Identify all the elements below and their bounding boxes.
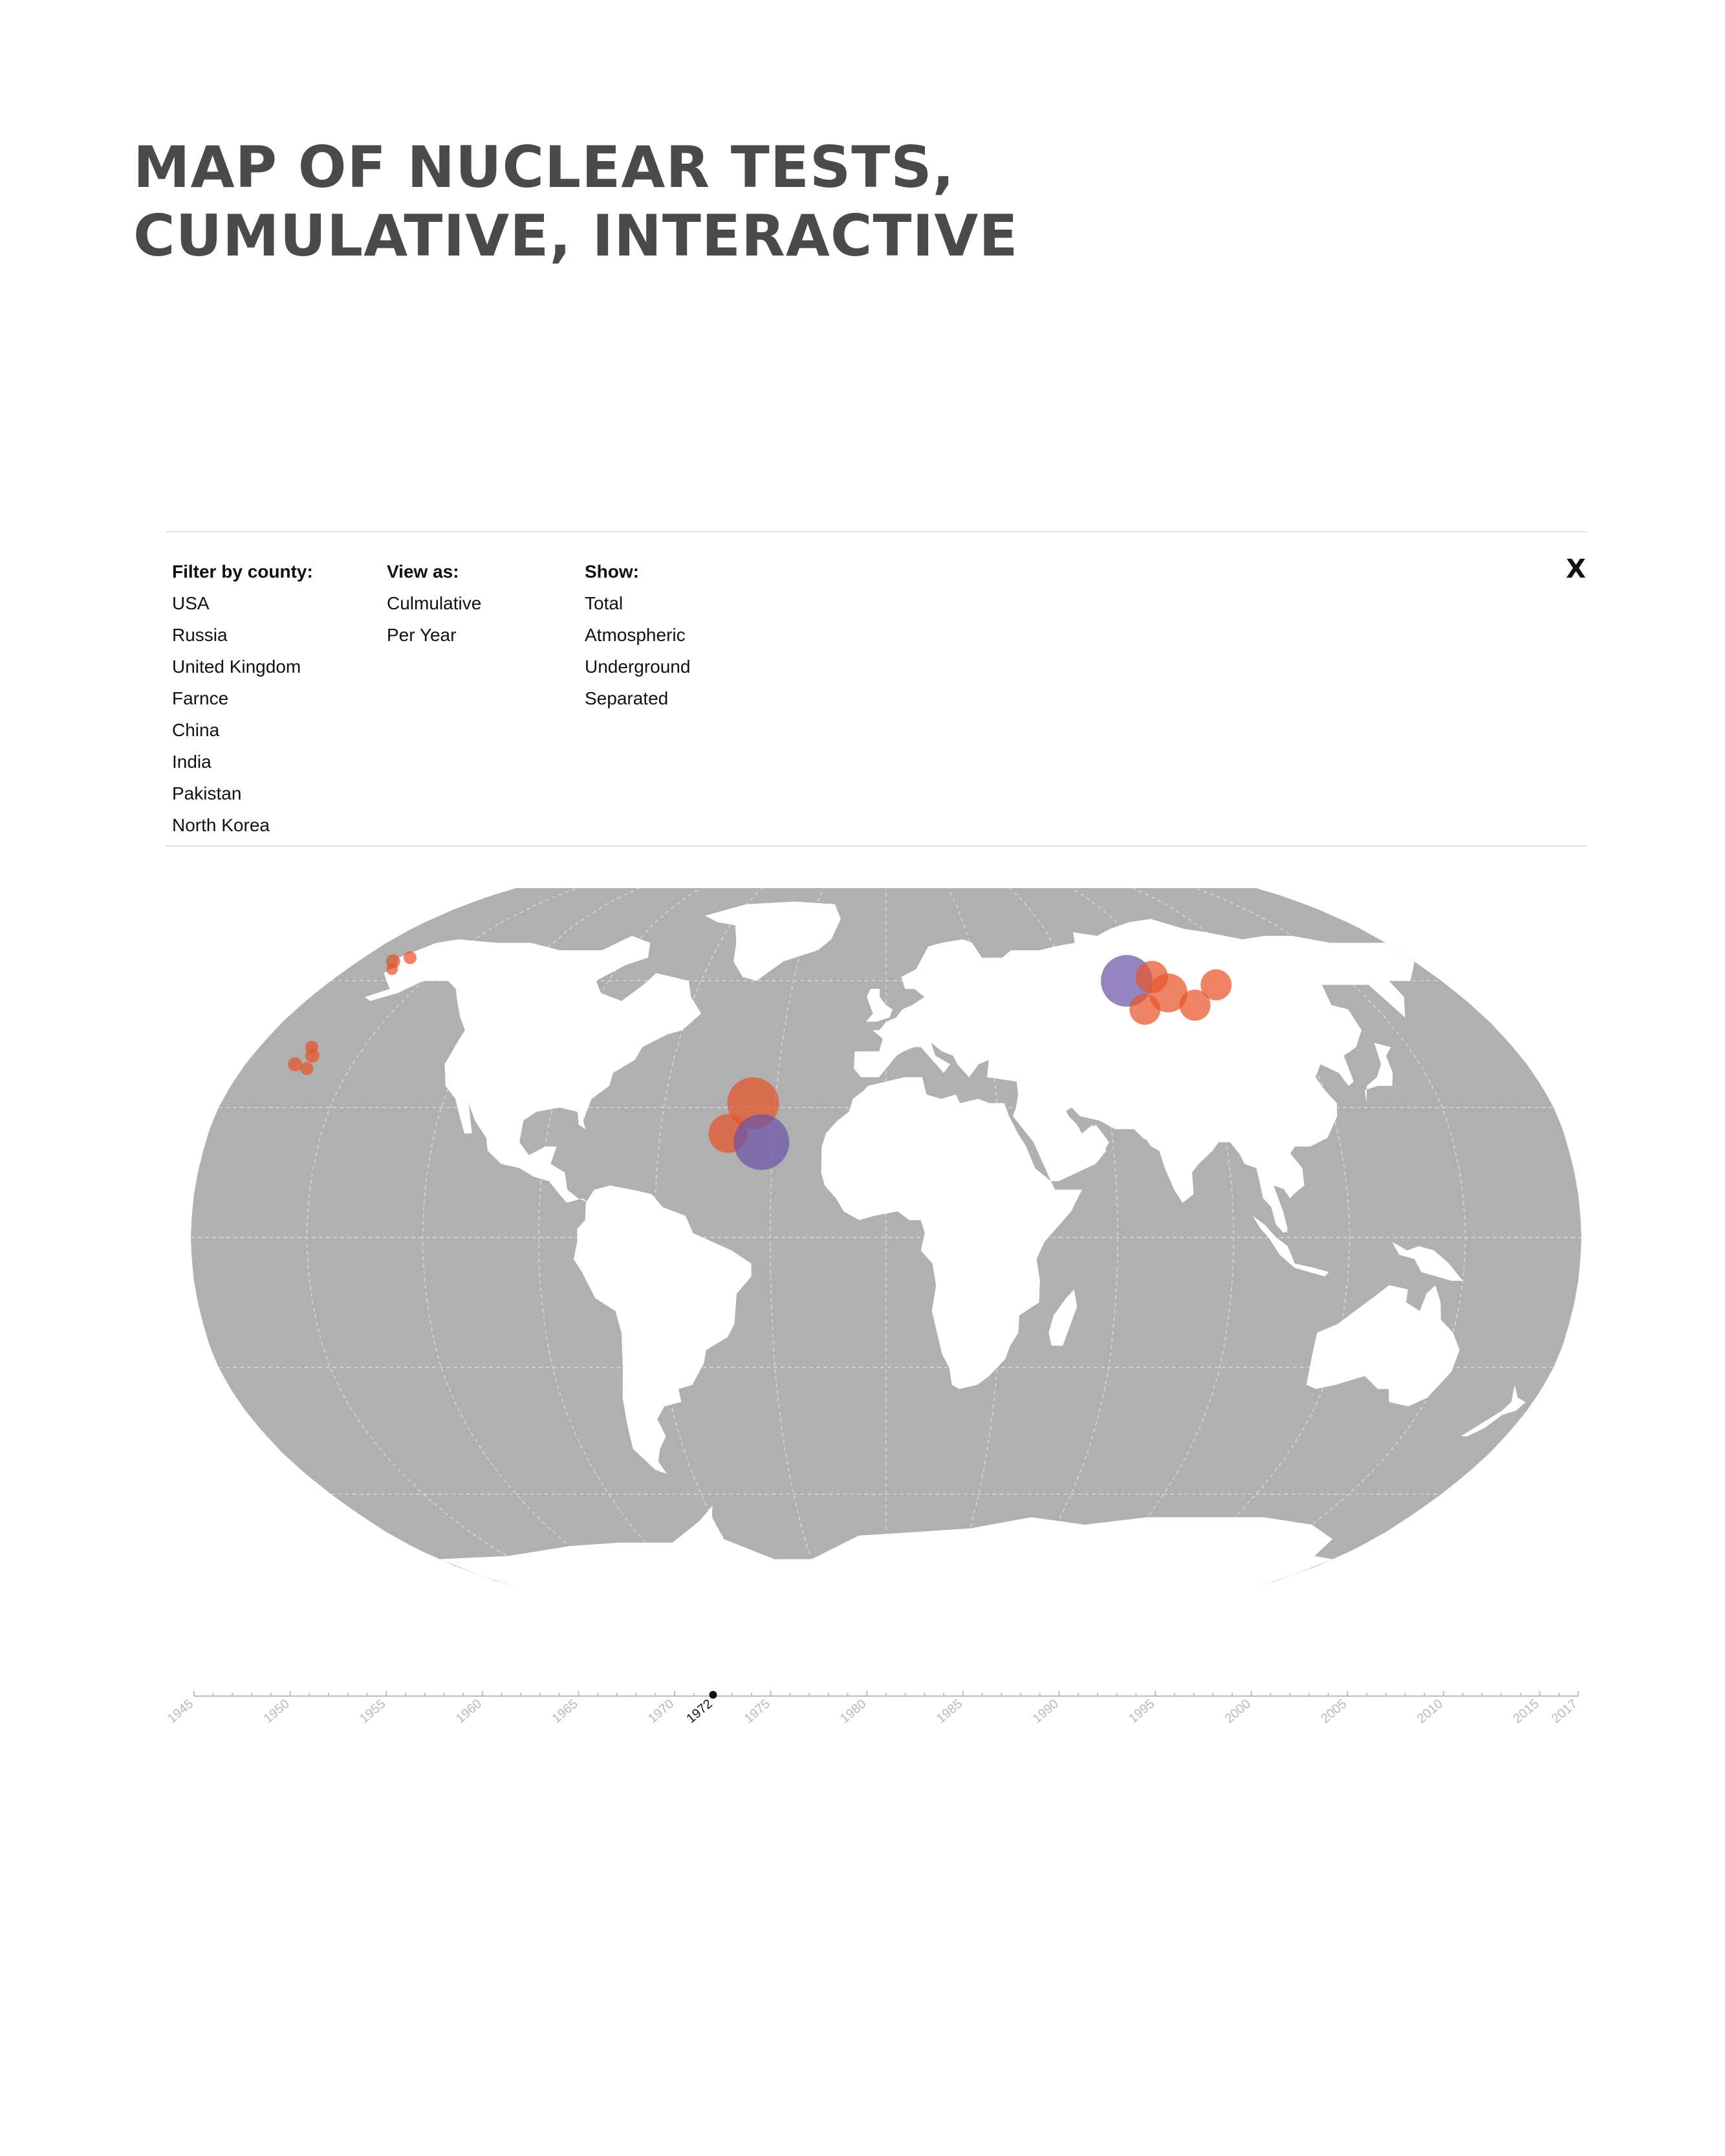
show-filter-heading: Show: (585, 561, 639, 582)
view-filter: View as: Culmulative Per Year (387, 556, 481, 651)
land-uk (865, 988, 893, 1022)
country-option-india[interactable]: India (172, 752, 212, 772)
land-greenland (705, 901, 841, 981)
title-line-1: MAP OF NUCLEAR TESTS, (133, 134, 955, 201)
timeline-svg[interactable]: 1945 1950 1955 1960 1965 1970 1975 1980 1985 1990… (168, 1675, 1591, 1753)
timeline-year-label[interactable]: 1995 (1126, 1697, 1157, 1726)
timeline-year-label[interactable]: 1975 (742, 1697, 773, 1726)
view-option-cumulative[interactable]: Culmulative (387, 593, 482, 613)
land-indonesia (1252, 1215, 1329, 1277)
test-marker-purple[interactable] (733, 1114, 790, 1170)
timeline-year-label[interactable]: 2015 (1511, 1697, 1542, 1726)
timeline-year-label[interactable]: 2005 (1318, 1697, 1349, 1726)
timeline-year-label[interactable]: 1980 (838, 1697, 869, 1726)
test-marker-orange[interactable] (404, 951, 417, 964)
land-africa (821, 1077, 1082, 1389)
land-madagascar (1048, 1289, 1078, 1346)
view-filter-heading: View as: (387, 561, 459, 582)
country-option-china[interactable]: China (172, 720, 220, 740)
test-marker-orange[interactable] (386, 963, 398, 975)
land-north-america (365, 935, 702, 1203)
country-filter-heading: Filter by county: (172, 561, 313, 582)
land-australia (1306, 1285, 1460, 1407)
land-new-zealand (1460, 1384, 1526, 1437)
test-marker-orange[interactable] (300, 1062, 314, 1075)
land-antarctica (439, 1505, 1333, 1587)
world-map (191, 888, 1581, 1587)
land-south-america (573, 1185, 752, 1474)
year-timeline[interactable]: 1945 1950 1955 1960 1965 1970 1975 1980 1985 1990… (168, 1675, 1591, 1753)
show-option-atmospheric[interactable]: Atmospheric (585, 625, 686, 645)
timeline-year-label[interactable]: 2017 (1549, 1697, 1580, 1726)
country-option-russia[interactable]: Russia (172, 625, 228, 645)
world-map-svg (191, 888, 1581, 1587)
show-option-underground[interactable]: Underground (585, 657, 691, 677)
timeline-year-label[interactable]: 1960 (453, 1697, 484, 1726)
timeline-ticks (193, 1691, 1579, 1696)
show-filter: Show: Total Atmospheric Underground Sepa… (585, 556, 690, 714)
show-option-total[interactable]: Total (585, 593, 624, 613)
show-option-separated[interactable]: Separated (585, 688, 669, 708)
land-arabia (1016, 1094, 1109, 1181)
country-filter: Filter by county: USA Russia United King… (172, 556, 313, 841)
close-button[interactable]: X (1566, 554, 1586, 584)
title-line-2: CUMULATIVE, INTERACTIVE (133, 202, 1019, 269)
land-southeast-asia (1233, 1142, 1305, 1234)
country-option-north-korea[interactable]: North Korea (172, 815, 270, 835)
test-marker-orange[interactable] (288, 1057, 303, 1072)
test-marker-orange[interactable] (1179, 989, 1211, 1021)
land-masses (365, 901, 1526, 1587)
timeline-year-label[interactable]: 1945 (168, 1697, 196, 1726)
timeline-selected-year: 1972 (684, 1697, 715, 1726)
land-japan (1365, 1043, 1393, 1104)
country-option-usa[interactable]: USA (172, 593, 210, 613)
page-title: MAP OF NUCLEAR TESTS, CUMULATIVE, INTERA… (133, 133, 1018, 270)
filter-panel: Filter by county: USA Russia United King… (166, 531, 1587, 847)
timeline-year-label[interactable]: 1955 (357, 1697, 388, 1726)
timeline-handle[interactable] (709, 1691, 717, 1699)
timeline-year-label[interactable]: 2000 (1222, 1697, 1253, 1726)
timeline-year-label[interactable]: 2010 (1415, 1697, 1446, 1726)
timeline-labels: 1945 1950 1955 1960 1965 1970 1975 1980 1985 1990… (168, 1697, 1580, 1726)
test-markers (288, 951, 1232, 1170)
timeline-year-label[interactable]: 1965 (549, 1697, 580, 1726)
test-marker-orange[interactable] (1129, 994, 1161, 1025)
test-marker-orange[interactable] (1200, 969, 1232, 1001)
timeline-year-label[interactable]: 1990 (1030, 1697, 1061, 1726)
view-option-per-year[interactable]: Per Year (387, 625, 457, 645)
timeline-year-label[interactable]: 1985 (934, 1697, 965, 1726)
timeline-year-label[interactable]: 1950 (261, 1697, 292, 1726)
land-new-guinea (1392, 1241, 1463, 1281)
land-india (1142, 1090, 1219, 1203)
country-option-pakistan[interactable]: Pakistan (172, 783, 242, 803)
test-marker-orange[interactable] (305, 1049, 320, 1063)
country-option-united-kingdom[interactable]: United Kingdom (172, 657, 301, 677)
timeline-year-label[interactable]: 1970 (646, 1697, 677, 1726)
country-option-france[interactable]: Farnce (172, 688, 229, 708)
